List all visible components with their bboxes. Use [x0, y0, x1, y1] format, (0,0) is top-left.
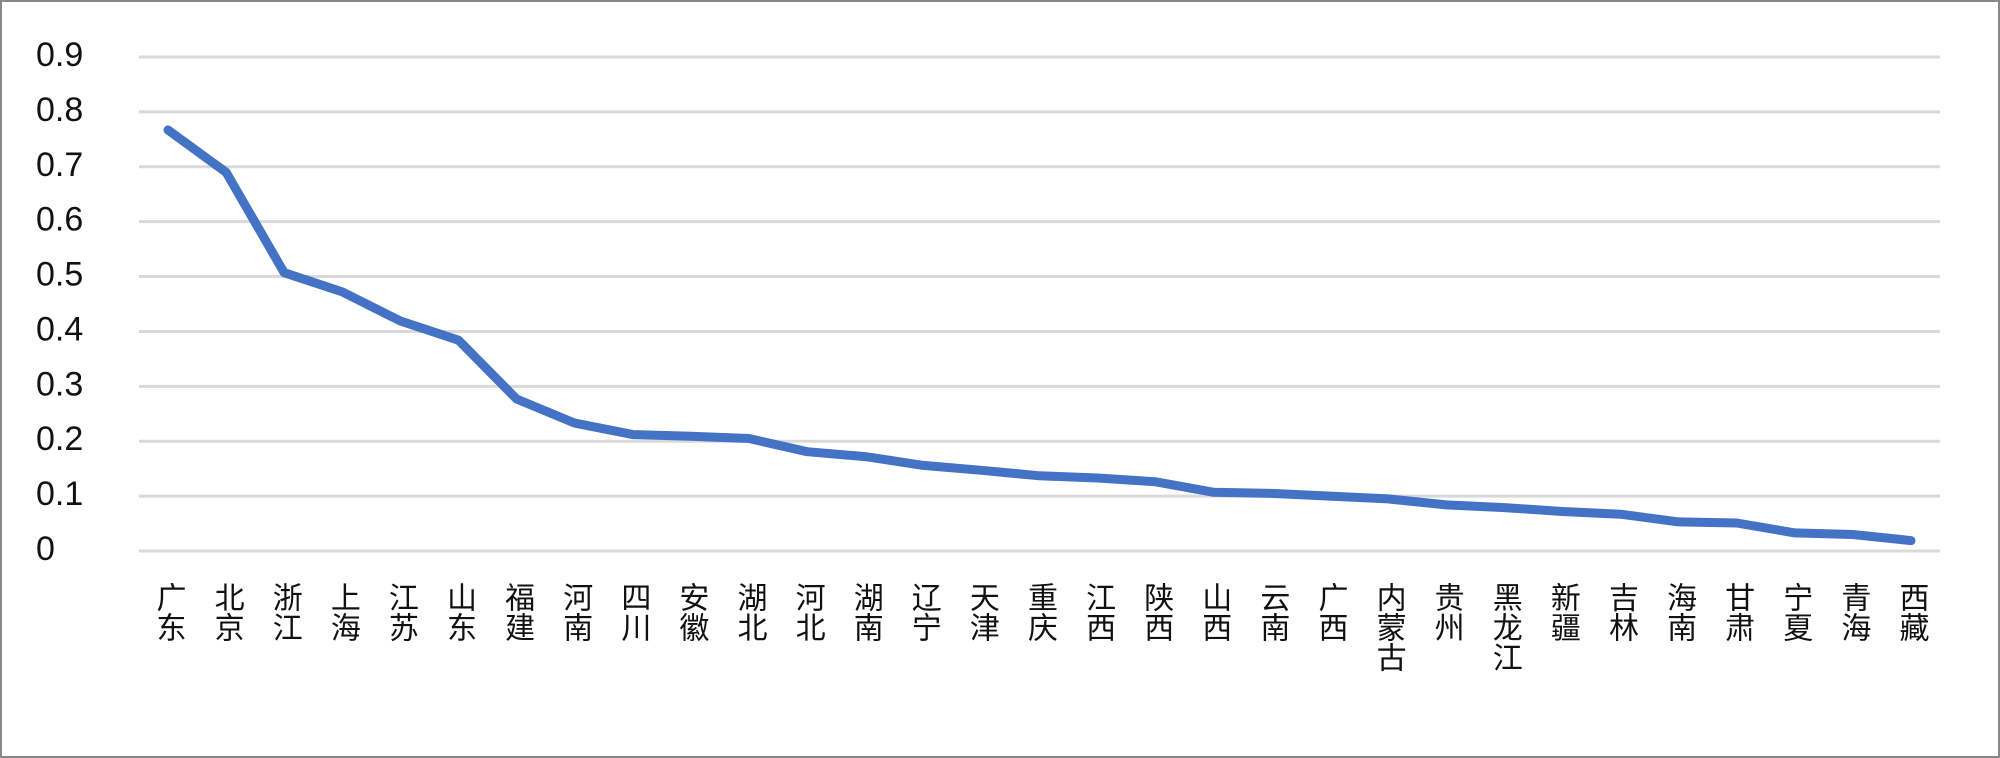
x-tick-label: 内蒙古: [1371, 582, 1406, 672]
x-tick-label: 山东: [441, 582, 476, 642]
x-tick-label: 福建: [499, 582, 535, 642]
x-tick-label: 天津: [964, 582, 999, 642]
x-tick-label: 贵州: [1429, 582, 1465, 642]
x-tick-label: 山西: [1196, 582, 1231, 642]
y-tick-label: 0.7: [36, 146, 83, 184]
x-tick-label: 河南: [557, 582, 593, 642]
x-tick-label: 宁夏: [1777, 582, 1812, 642]
x-tick-label: 四川: [615, 582, 651, 642]
x-tick-label: 海南: [1661, 582, 1696, 642]
y-tick-label: 0.3: [36, 365, 83, 403]
y-tick-label: 0.9: [36, 36, 83, 74]
data-line: [163, 125, 1916, 546]
x-tick-label: 青海: [1835, 582, 1870, 642]
y-tick-label: 0.4: [36, 310, 83, 348]
x-tick-label: 安徽: [673, 582, 709, 642]
x-tick-label: 湖南: [848, 582, 883, 642]
y-tick-label: 0.6: [36, 201, 83, 239]
x-tick-label: 西藏: [1893, 582, 1928, 642]
x-tick-label: 甘肃: [1719, 582, 1754, 642]
y-tick-label: 0.2: [36, 420, 83, 458]
y-tick-label: 0.5: [36, 256, 83, 294]
x-tick-label: 辽宁: [906, 582, 942, 642]
y-tick-label: 0.1: [36, 475, 83, 513]
y-tick-label: 0: [36, 530, 55, 568]
x-tick-label: 上海: [325, 582, 360, 642]
x-tick-label: 黑龙江: [1487, 582, 1522, 672]
x-tick-label: 广西: [1312, 582, 1347, 642]
x-tick-label: 湖北: [732, 582, 767, 642]
x-tick-label: 重庆: [1022, 582, 1058, 642]
y-tick-label: 0.8: [36, 91, 83, 129]
x-tick-label: 浙江: [267, 582, 302, 642]
x-tick-label: 新疆: [1545, 582, 1580, 642]
x-tick-label: 江苏: [383, 582, 418, 642]
x-tick-label: 河北: [790, 582, 826, 642]
x-tick-label: 江西: [1080, 582, 1115, 642]
x-tick-label: 陕西: [1138, 582, 1173, 642]
x-tick-label: 北京: [209, 582, 244, 642]
x-tick-label: 吉林: [1603, 582, 1639, 642]
x-tick-label: 广东: [151, 582, 186, 642]
x-tick-label: 云南: [1254, 582, 1289, 642]
